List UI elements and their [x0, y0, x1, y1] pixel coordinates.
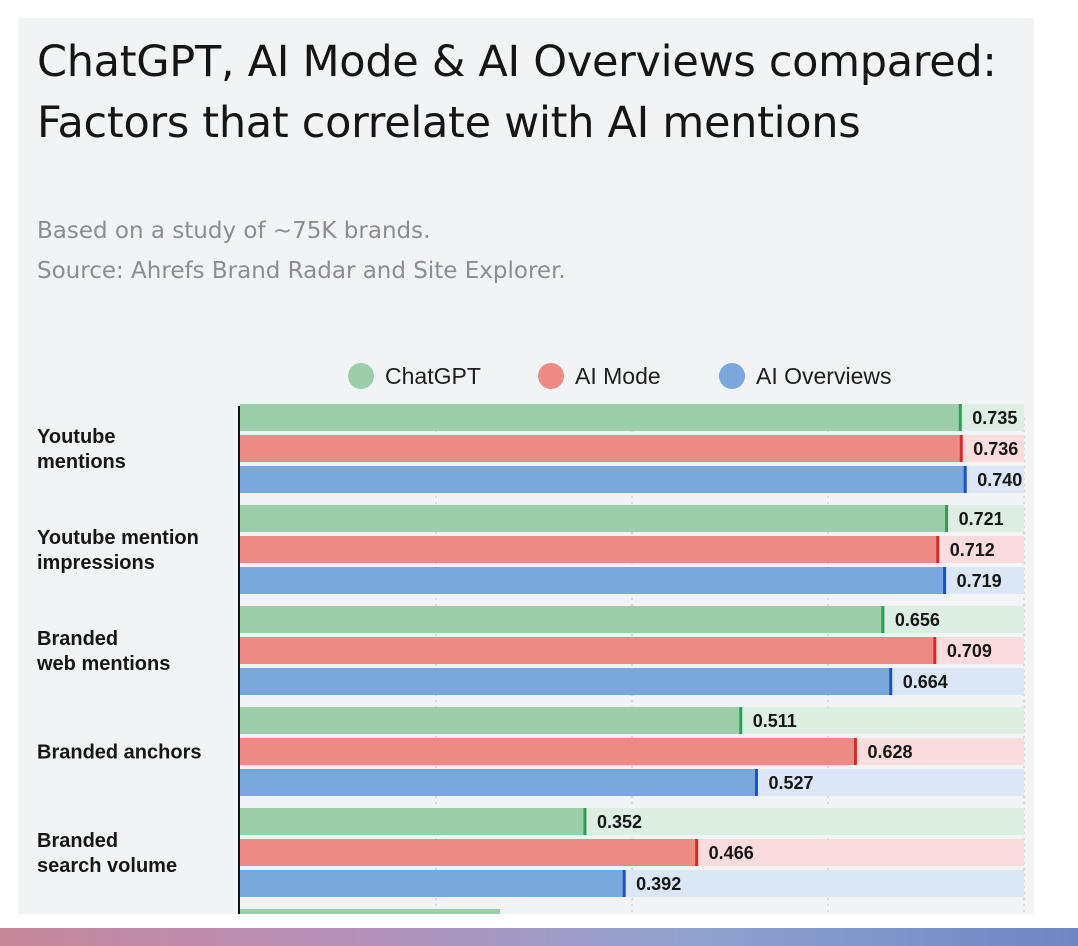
category-label-line: Youtube [37, 426, 116, 448]
bar-end-marker-ai-overviews [622, 870, 626, 897]
data-label-chatgpt: 0.721 [959, 509, 1004, 529]
bar-end-marker-ai-mode [695, 839, 699, 866]
bar-ai-mode [240, 536, 938, 563]
bar-end-marker-chatgpt [958, 404, 962, 431]
data-label-ai-mode: 0.466 [709, 843, 754, 863]
bar-end-marker-ai-mode [959, 435, 963, 462]
bar-ai-overviews [240, 567, 945, 594]
category-group: 0.721 0.712 0.719 Youtube mention impression… [37, 505, 1024, 594]
bar-end-marker-chatgpt [583, 808, 587, 835]
bar-chatgpt [240, 808, 585, 835]
bar-end-marker-ai-mode [933, 637, 937, 664]
data-label-ai-mode: 0.712 [950, 540, 995, 560]
bar-chatgpt [240, 404, 961, 431]
bar-end-marker-ai-overviews [943, 567, 947, 594]
category-label-line: impressions [37, 552, 155, 574]
legend-label-ai-overviews: AI Overviews [756, 363, 891, 389]
data-label-ai-overviews: 0.392 [636, 874, 681, 894]
legend-label-ai-mode: AI Mode [575, 363, 661, 389]
bar-end-marker-chatgpt [881, 606, 885, 633]
bar-ai-mode [240, 637, 935, 664]
data-label-ai-overviews: 0.664 [903, 672, 948, 692]
category-label-line: Branded anchors [37, 742, 201, 764]
bar-end-marker-chatgpt [945, 505, 949, 532]
chart-title: ChatGPT, AI Mode & AI Overviews compared… [37, 37, 997, 148]
data-label-ai-mode: 0.709 [947, 641, 992, 661]
category-label-line: Branded [37, 830, 118, 852]
data-label-ai-overviews: 0.719 [957, 571, 1002, 591]
bar-end-marker-ai-overviews [754, 769, 758, 796]
legend: ChatGPT AI Mode AI Overviews [348, 363, 891, 389]
legend-label-chatgpt: ChatGPT [385, 363, 481, 389]
category-label: Branded search volume [37, 830, 177, 877]
bar-chatgpt [240, 707, 741, 734]
bar-chart: ChatGPT AI Mode AI Overviews 0.735 0.736 0.74… [36, 363, 1025, 914]
bottom-gradient-bar [0, 928, 1078, 946]
separator [0, 914, 1078, 928]
chart-subtitle-source: Source: Ahrefs Brand Radar and Site Expl… [37, 258, 566, 284]
legend-swatch-chatgpt [348, 363, 374, 389]
category-group: 0.656 0.709 0.664 Branded web mentions [36, 606, 1024, 695]
data-label-chatgpt: 0.735 [972, 408, 1017, 428]
bar-end-marker-ai-overviews [963, 466, 967, 493]
category-label-line: search volume [37, 855, 177, 877]
category-label-line: Youtube mention [37, 527, 199, 549]
bar-end-marker-ai-overviews [889, 668, 893, 695]
bar-end-marker-chatgpt [739, 707, 743, 734]
bar-ai-mode [240, 738, 856, 765]
bar-ai-mode [240, 839, 697, 866]
category-label: Youtube mentions [37, 426, 126, 473]
bar-end-marker-ai-mode [853, 738, 857, 765]
bar-ai-overviews [240, 870, 625, 897]
legend-item-ai-mode: AI Mode [538, 363, 661, 389]
data-label-ai-overviews: 0.527 [768, 773, 813, 793]
bar-ai-mode [240, 435, 962, 462]
category-label: Branded anchors [37, 742, 201, 764]
chart-card: ChatGPT, AI Mode & AI Overviews compared… [18, 18, 1034, 914]
bar-chatgpt [240, 505, 947, 532]
bar-ai-overviews [240, 466, 966, 493]
category-group: 0.511 0.628 0.527 Branded anchors [37, 707, 1024, 796]
data-label-ai-mode: 0.628 [867, 742, 912, 762]
data-label-chatgpt: 0.511 [753, 711, 797, 731]
bar-ai-overviews [240, 769, 757, 796]
category-group: 0.735 0.736 0.740 Youtube mentions [37, 404, 1024, 493]
chart-subtitle-study: Based on a study of ~75K brands. [37, 218, 431, 244]
category-group: 0.352 0.466 0.392 Branded search volume [37, 808, 1024, 897]
legend-swatch-ai-overviews [719, 363, 745, 389]
data-label-ai-mode: 0.736 [973, 439, 1018, 459]
legend-item-ai-overviews: AI Overviews [719, 363, 891, 389]
category-label-line: mentions [37, 451, 126, 473]
data-label-chatgpt: 0.656 [895, 610, 940, 630]
category-label-line: Branded [37, 628, 118, 650]
legend-item-chatgpt: ChatGPT [348, 363, 481, 389]
bar-ai-overviews [240, 668, 891, 695]
category-label: Youtube mention impressions [37, 527, 199, 574]
grid [435, 418, 1025, 914]
bar-cut-off-next [240, 909, 500, 914]
bar-chatgpt [240, 606, 883, 633]
legend-swatch-ai-mode [538, 363, 564, 389]
category-label: Branded web mentions [36, 628, 170, 675]
category-label-line: web mentions [36, 653, 170, 675]
data-label-chatgpt: 0.352 [597, 812, 642, 832]
bar-end-marker-ai-mode [936, 536, 940, 563]
data-label-ai-overviews: 0.740 [977, 470, 1022, 490]
